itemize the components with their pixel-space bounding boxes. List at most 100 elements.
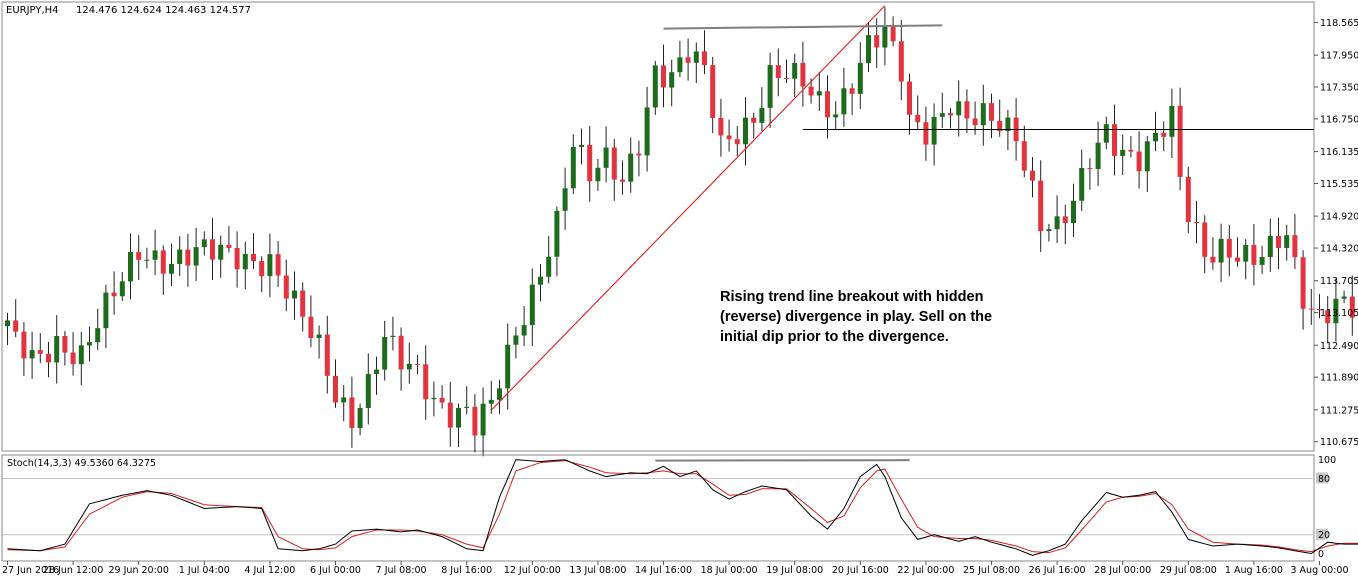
bear-candle: [21, 331, 27, 359]
stoch-level-label: 100: [1318, 455, 1336, 466]
bull-candle: [579, 144, 584, 147]
bear-candle: [1276, 235, 1281, 248]
bull-candle: [603, 147, 609, 168]
price-tick-label: 117.350: [1320, 83, 1358, 94]
bear-candle: [890, 25, 896, 42]
stoch-level-label: 80: [1318, 474, 1330, 485]
bull-candle: [201, 239, 207, 248]
price-tick-label: 114.320: [1320, 244, 1358, 255]
bear-candle: [37, 350, 43, 354]
price-tick-label: 111.890: [1320, 373, 1358, 384]
bear-candle: [1021, 141, 1027, 171]
bull-candle: [1243, 244, 1249, 262]
price-tick-label: 116.135: [1320, 147, 1358, 158]
bear-candle: [70, 352, 76, 365]
bull-candle: [374, 369, 379, 374]
bear-candle: [1030, 170, 1035, 181]
bull-candle: [956, 101, 962, 116]
bear-candle: [136, 251, 142, 260]
bull-candle: [144, 259, 150, 261]
bull-candle: [497, 388, 502, 400]
time-tick-label: 20 Jul 16:00: [832, 565, 889, 576]
bear-candle: [849, 88, 855, 94]
time-tick-label: 29 Jun 20:00: [109, 565, 169, 576]
price-tick-label: 111.275: [1320, 405, 1358, 416]
bear-candle: [259, 260, 265, 277]
bull-candle: [382, 337, 388, 370]
bull-candle: [29, 350, 35, 359]
bull-candle: [570, 146, 576, 189]
chart-annotation: Rising trend line breakout with hidden (…: [720, 287, 1020, 347]
bear-candle: [874, 35, 880, 48]
bull-candle: [95, 328, 101, 343]
bear-candle: [1251, 244, 1257, 265]
bull-candle: [128, 251, 133, 282]
price-tick-label: 116.750: [1320, 114, 1358, 125]
bull-candle: [390, 335, 396, 338]
bull-candle: [792, 62, 798, 79]
bull-candle: [365, 373, 371, 409]
bull-candle: [357, 408, 363, 429]
time-tick-label: 18 Jul 00:00: [701, 565, 758, 576]
bear-candle: [923, 122, 929, 145]
bear-candle: [751, 117, 757, 123]
bull-candle: [1005, 117, 1011, 132]
bull-candle: [931, 116, 937, 145]
bear-candle: [226, 244, 232, 248]
time-tick-label: 25 Jul 08:00: [963, 565, 1020, 576]
bull-candle: [78, 345, 84, 365]
candles: [5, 7, 1355, 457]
annotation-line-3: initial dip prior to the divergence.: [720, 329, 949, 345]
bear-candle: [907, 81, 912, 115]
bull-candle: [1054, 216, 1060, 230]
time-tick-label: 7 Jul 08:00: [376, 565, 427, 576]
bear-candle: [234, 247, 240, 270]
stoch-level-badge: [1316, 472, 1328, 484]
price-tick-label: 110.675: [1320, 437, 1358, 448]
bear-candle: [702, 51, 707, 66]
bear-candle: [1128, 149, 1134, 152]
bear-candle: [1136, 151, 1142, 172]
price-tick-label: 112.490: [1320, 341, 1358, 352]
bear-candle: [898, 41, 904, 82]
bull-candle: [866, 35, 871, 64]
bear-candle: [1300, 257, 1306, 309]
bull-candle: [169, 263, 174, 274]
bull-candle: [562, 188, 568, 211]
time-tick-label: 22 Jul 00:00: [897, 565, 954, 576]
bull-candle: [1267, 235, 1273, 258]
bear-candle: [997, 120, 1003, 132]
bull-candle: [1341, 296, 1347, 299]
bull-candle: [177, 249, 183, 264]
stoch-panel-frame: [1, 454, 1315, 562]
bear-candle: [726, 135, 732, 140]
bear-candle: [398, 335, 404, 370]
bull-candle: [267, 254, 273, 277]
bear-candle: [915, 114, 921, 123]
bull-candle: [882, 25, 888, 48]
time-tick-label: 4 Jul 12:00: [244, 565, 295, 576]
bull-candle: [218, 244, 224, 260]
stoch-level-badge: [1316, 528, 1328, 540]
bull-candle: [5, 320, 10, 327]
bull-candle: [677, 57, 683, 73]
bear-candle: [661, 65, 666, 88]
time-tick-label: 1 Aug 16:00: [1225, 565, 1283, 576]
bull-candle: [595, 167, 601, 182]
bull-candle: [480, 403, 486, 436]
bull-candle: [456, 407, 461, 428]
bull-candle: [1169, 105, 1175, 137]
time-tick-label: 28 Jun 12:00: [43, 565, 103, 576]
bull-candle: [1120, 149, 1126, 156]
bear-candle: [784, 78, 789, 80]
bear-candle: [587, 144, 593, 182]
bull-candle: [628, 153, 634, 182]
stoch-levels: [2, 477, 1314, 536]
bull-candle: [1071, 200, 1076, 223]
bull-candle: [652, 65, 658, 108]
price-tick-label: 117.950: [1320, 51, 1358, 62]
bear-candle: [948, 113, 953, 116]
